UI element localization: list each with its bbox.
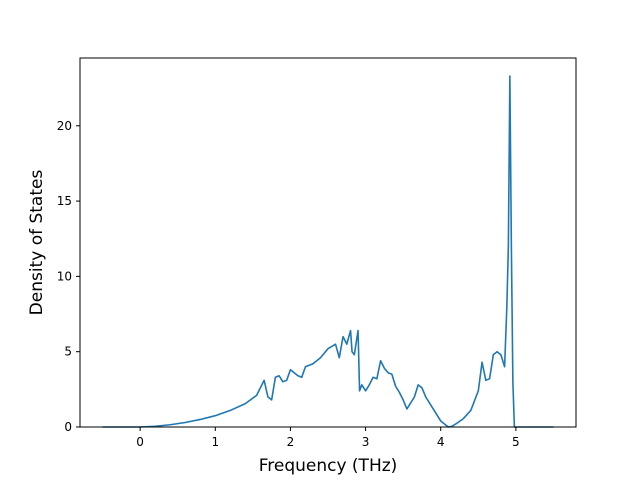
- y-axis-label: Density of States: [27, 170, 47, 316]
- x-axis-label: Frequency (THz): [259, 456, 398, 476]
- x-tick-label: 2: [287, 435, 295, 449]
- x-tick-label: 5: [512, 435, 520, 449]
- x-tick-label: 3: [362, 435, 370, 449]
- y-tick-label: 15: [57, 194, 72, 208]
- y-tick-label: 0: [64, 420, 72, 434]
- x-tick-label: 4: [437, 435, 445, 449]
- x-tick-label: 1: [211, 435, 219, 449]
- y-tick-label: 10: [57, 269, 72, 283]
- plot-area: [102, 75, 554, 428]
- x-tick-label: 0: [136, 435, 144, 449]
- axes-frame: [79, 57, 577, 428]
- y-axis-ticks: 0 5 10 15 20: [57, 119, 80, 434]
- series-line-0: [102, 75, 554, 428]
- x-axis-ticks: 0 1 2 3 4 5: [136, 427, 520, 449]
- y-tick-label: 20: [57, 119, 72, 133]
- y-tick-label: 5: [64, 345, 72, 359]
